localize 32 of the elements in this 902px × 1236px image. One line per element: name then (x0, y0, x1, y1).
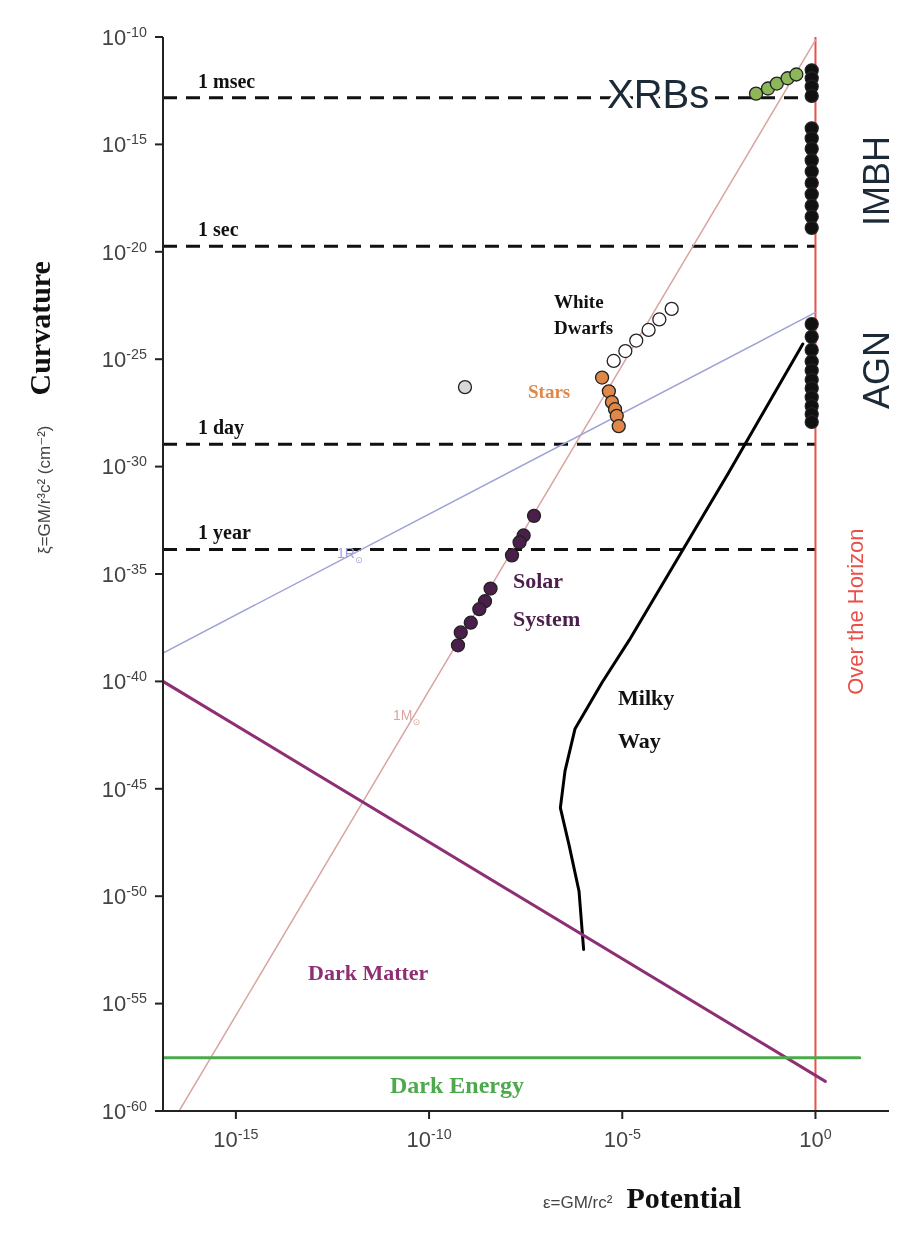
series-label: Milky Way (618, 685, 675, 753)
ref-line-label: Over the Horizon (843, 528, 869, 695)
series-label: Dark Energy (390, 1072, 524, 1098)
ref-line-label: 1 year (198, 521, 251, 545)
y-tick-label: 10$^{-45}$ (101, 775, 148, 802)
y-tick-label: 10$^{-60}$ (101, 1097, 148, 1124)
y-tick-label: 10$^{-55}$ (101, 990, 148, 1017)
y-tick-label: 10$^{-10}$ (101, 23, 148, 50)
x-tick-label: 10$^{-15}$ (213, 1126, 259, 1152)
y-tick-label: 10$^{-35}$ (101, 560, 148, 587)
y-tick-label: 10$^{-25}$ (101, 345, 148, 372)
x-tick-label: 10$^{-5}$ (603, 1126, 641, 1152)
text: ξ=GM/r³c² (cm⁻²) Curvature (23, 261, 56, 554)
series-label: 1R$_{⊙}$ (337, 545, 363, 565)
text: Dark Matter (308, 960, 429, 985)
y-tick-label: 10$^{-15}$ (101, 131, 148, 158)
ref-line-label: 1 sec (198, 218, 239, 241)
text: AGN (855, 330, 897, 410)
y-tick-label: 10$^{-40}$ (101, 668, 148, 695)
series-label: 1M$_{⊙}$ (393, 707, 421, 727)
x-axis-title: ε=GM/rc² Potential (542, 1181, 742, 1214)
series-label: Stars (528, 381, 571, 402)
x-tick-label: 10$^{0}$ (799, 1126, 832, 1152)
ref-line-label: 1 msec (198, 69, 256, 92)
series-label: White Dwarfs (554, 291, 614, 338)
x-tick-label: 10$^{-10}$ (406, 1126, 452, 1152)
y-tick-label: 10$^{-20}$ (101, 238, 148, 265)
series-label: Solar System (513, 568, 581, 631)
y-tick-label: 10$^{-30}$ (101, 453, 148, 480)
y-tick-label: 10$^{-50}$ (101, 882, 148, 909)
ref-line-label: 1 day (198, 416, 245, 440)
text: IMBH (855, 136, 897, 226)
